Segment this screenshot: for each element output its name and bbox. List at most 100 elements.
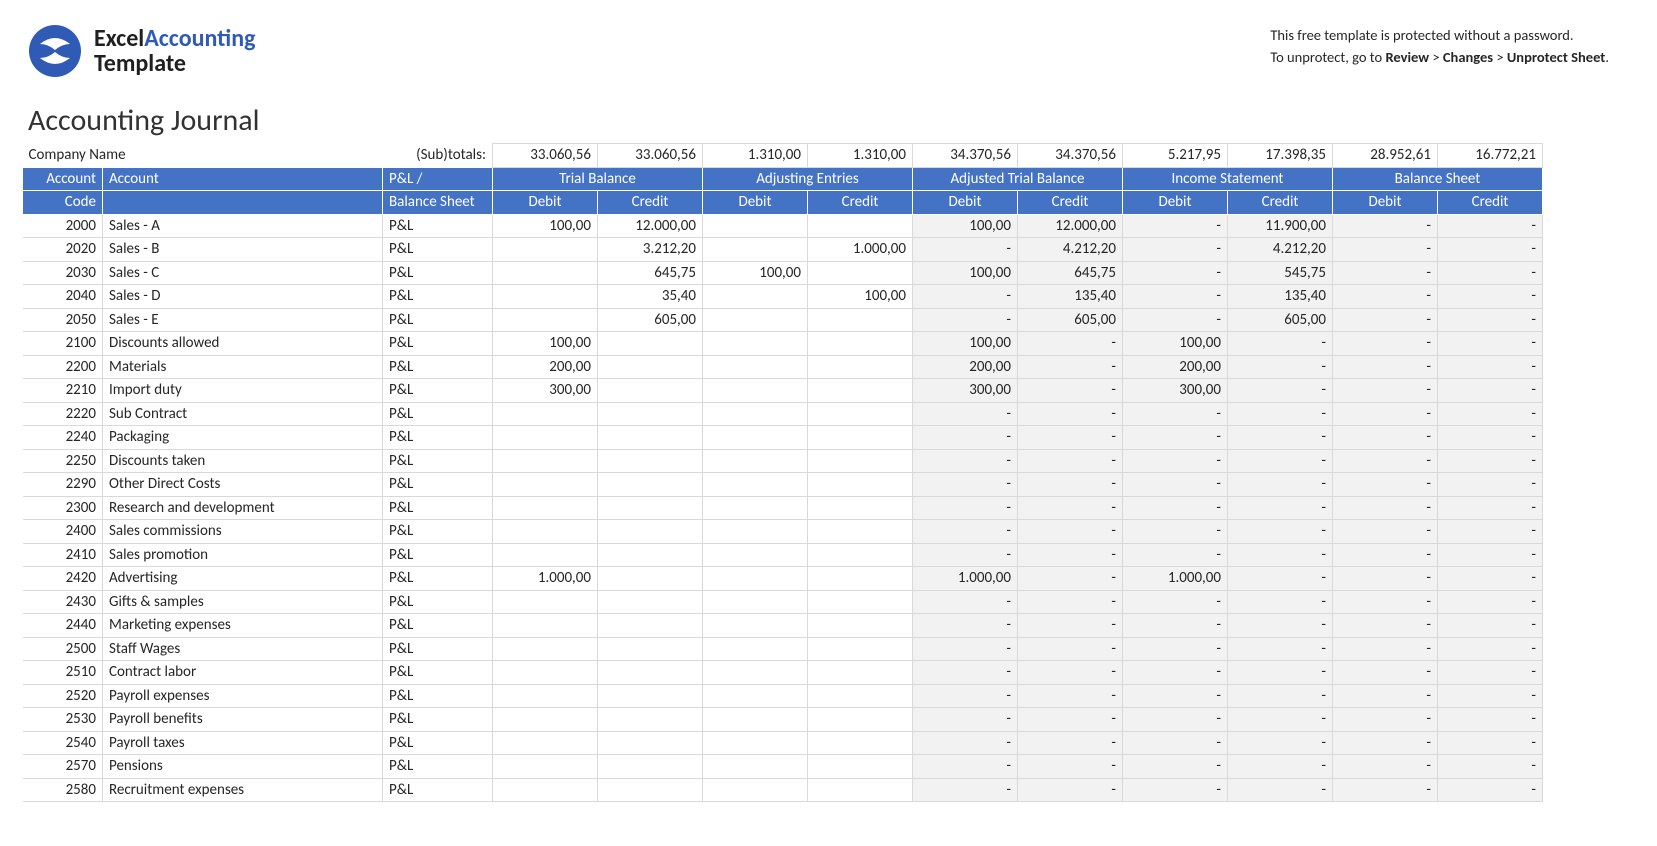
cell-code[interactable]: 2580 (23, 778, 103, 802)
cell-adj-credit[interactable] (808, 708, 913, 732)
cell-type[interactable]: P&L (383, 778, 493, 802)
cell-adj-debit[interactable] (703, 379, 808, 403)
cell-tb-credit[interactable]: 3.212,20 (598, 238, 703, 262)
cell-adj-credit[interactable] (808, 520, 913, 544)
cell-adj-debit[interactable] (703, 426, 808, 450)
cell-tb-debit[interactable] (493, 778, 598, 802)
cell-adj-debit[interactable] (703, 543, 808, 567)
cell-tb-credit[interactable]: 645,75 (598, 261, 703, 285)
cell-adj-debit[interactable] (703, 755, 808, 779)
cell-account[interactable]: Discounts allowed (103, 332, 383, 356)
cell-code[interactable]: 2430 (23, 590, 103, 614)
cell-account[interactable]: Discounts taken (103, 449, 383, 473)
cell-account[interactable]: Sales - D (103, 285, 383, 309)
cell-tb-debit[interactable] (493, 614, 598, 638)
cell-tb-credit[interactable] (598, 473, 703, 497)
cell-type[interactable]: P&L (383, 684, 493, 708)
cell-adj-credit[interactable] (808, 590, 913, 614)
cell-tb-debit[interactable] (493, 402, 598, 426)
cell-adj-credit[interactable] (808, 426, 913, 450)
cell-tb-credit[interactable] (598, 637, 703, 661)
cell-type[interactable]: P&L (383, 261, 493, 285)
cell-code[interactable]: 2050 (23, 308, 103, 332)
cell-code[interactable]: 2200 (23, 355, 103, 379)
cell-type[interactable]: P&L (383, 238, 493, 262)
cell-type[interactable]: P&L (383, 332, 493, 356)
cell-code[interactable]: 2020 (23, 238, 103, 262)
cell-adj-credit[interactable] (808, 637, 913, 661)
cell-code[interactable]: 2530 (23, 708, 103, 732)
cell-tb-credit[interactable]: 12.000,00 (598, 214, 703, 238)
cell-tb-debit[interactable] (493, 285, 598, 309)
cell-code[interactable]: 2510 (23, 661, 103, 685)
cell-adj-debit[interactable] (703, 473, 808, 497)
cell-tb-credit[interactable] (598, 778, 703, 802)
cell-account[interactable]: Payroll expenses (103, 684, 383, 708)
cell-type[interactable]: P&L (383, 308, 493, 332)
cell-tb-debit[interactable] (493, 308, 598, 332)
cell-tb-credit[interactable] (598, 567, 703, 591)
cell-adj-credit[interactable]: 1.000,00 (808, 238, 913, 262)
cell-adj-credit[interactable] (808, 308, 913, 332)
cell-code[interactable]: 2420 (23, 567, 103, 591)
cell-code[interactable]: 2410 (23, 543, 103, 567)
cell-type[interactable]: P&L (383, 285, 493, 309)
cell-type[interactable]: P&L (383, 426, 493, 450)
cell-tb-debit[interactable]: 200,00 (493, 355, 598, 379)
cell-adj-credit[interactable] (808, 661, 913, 685)
cell-type[interactable]: P&L (383, 637, 493, 661)
cell-tb-credit[interactable] (598, 332, 703, 356)
cell-adj-debit[interactable] (703, 684, 808, 708)
cell-tb-debit[interactable] (493, 496, 598, 520)
cell-account[interactable]: Import duty (103, 379, 383, 403)
cell-tb-credit[interactable] (598, 684, 703, 708)
cell-tb-debit[interactable] (493, 426, 598, 450)
cell-tb-credit[interactable]: 605,00 (598, 308, 703, 332)
cell-account[interactable]: Sales - C (103, 261, 383, 285)
cell-tb-debit[interactable] (493, 731, 598, 755)
cell-code[interactable]: 2570 (23, 755, 103, 779)
cell-tb-debit[interactable]: 1.000,00 (493, 567, 598, 591)
cell-account[interactable]: Sales - E (103, 308, 383, 332)
cell-adj-credit[interactable] (808, 473, 913, 497)
cell-type[interactable]: P&L (383, 614, 493, 638)
cell-adj-credit[interactable]: 100,00 (808, 285, 913, 309)
cell-type[interactable]: P&L (383, 543, 493, 567)
cell-code[interactable]: 2220 (23, 402, 103, 426)
cell-adj-credit[interactable] (808, 261, 913, 285)
cell-adj-debit[interactable]: 100,00 (703, 261, 808, 285)
cell-account[interactable]: Sales commissions (103, 520, 383, 544)
cell-tb-debit[interactable] (493, 520, 598, 544)
cell-adj-debit[interactable] (703, 731, 808, 755)
cell-adj-credit[interactable] (808, 731, 913, 755)
cell-account[interactable]: Gifts & samples (103, 590, 383, 614)
cell-tb-credit[interactable] (598, 355, 703, 379)
cell-adj-debit[interactable] (703, 449, 808, 473)
cell-tb-credit[interactable] (598, 379, 703, 403)
cell-account[interactable]: Recruitment expenses (103, 778, 383, 802)
cell-code[interactable]: 2400 (23, 520, 103, 544)
cell-adj-debit[interactable] (703, 637, 808, 661)
cell-tb-credit[interactable] (598, 496, 703, 520)
cell-tb-credit[interactable] (598, 755, 703, 779)
cell-adj-debit[interactable] (703, 708, 808, 732)
cell-type[interactable]: P&L (383, 590, 493, 614)
cell-type[interactable]: P&L (383, 731, 493, 755)
cell-adj-debit[interactable] (703, 355, 808, 379)
cell-type[interactable]: P&L (383, 496, 493, 520)
cell-type[interactable]: P&L (383, 520, 493, 544)
cell-type[interactable]: P&L (383, 449, 493, 473)
cell-tb-debit[interactable] (493, 637, 598, 661)
cell-tb-credit[interactable] (598, 426, 703, 450)
cell-tb-credit[interactable] (598, 731, 703, 755)
cell-tb-credit[interactable] (598, 449, 703, 473)
cell-account[interactable]: Sales - A (103, 214, 383, 238)
cell-adj-credit[interactable] (808, 778, 913, 802)
cell-adj-credit[interactable] (808, 684, 913, 708)
cell-account[interactable]: Other Direct Costs (103, 473, 383, 497)
cell-code[interactable]: 2040 (23, 285, 103, 309)
cell-tb-debit[interactable] (493, 684, 598, 708)
cell-tb-credit[interactable] (598, 402, 703, 426)
cell-code[interactable]: 2300 (23, 496, 103, 520)
cell-code[interactable]: 2210 (23, 379, 103, 403)
